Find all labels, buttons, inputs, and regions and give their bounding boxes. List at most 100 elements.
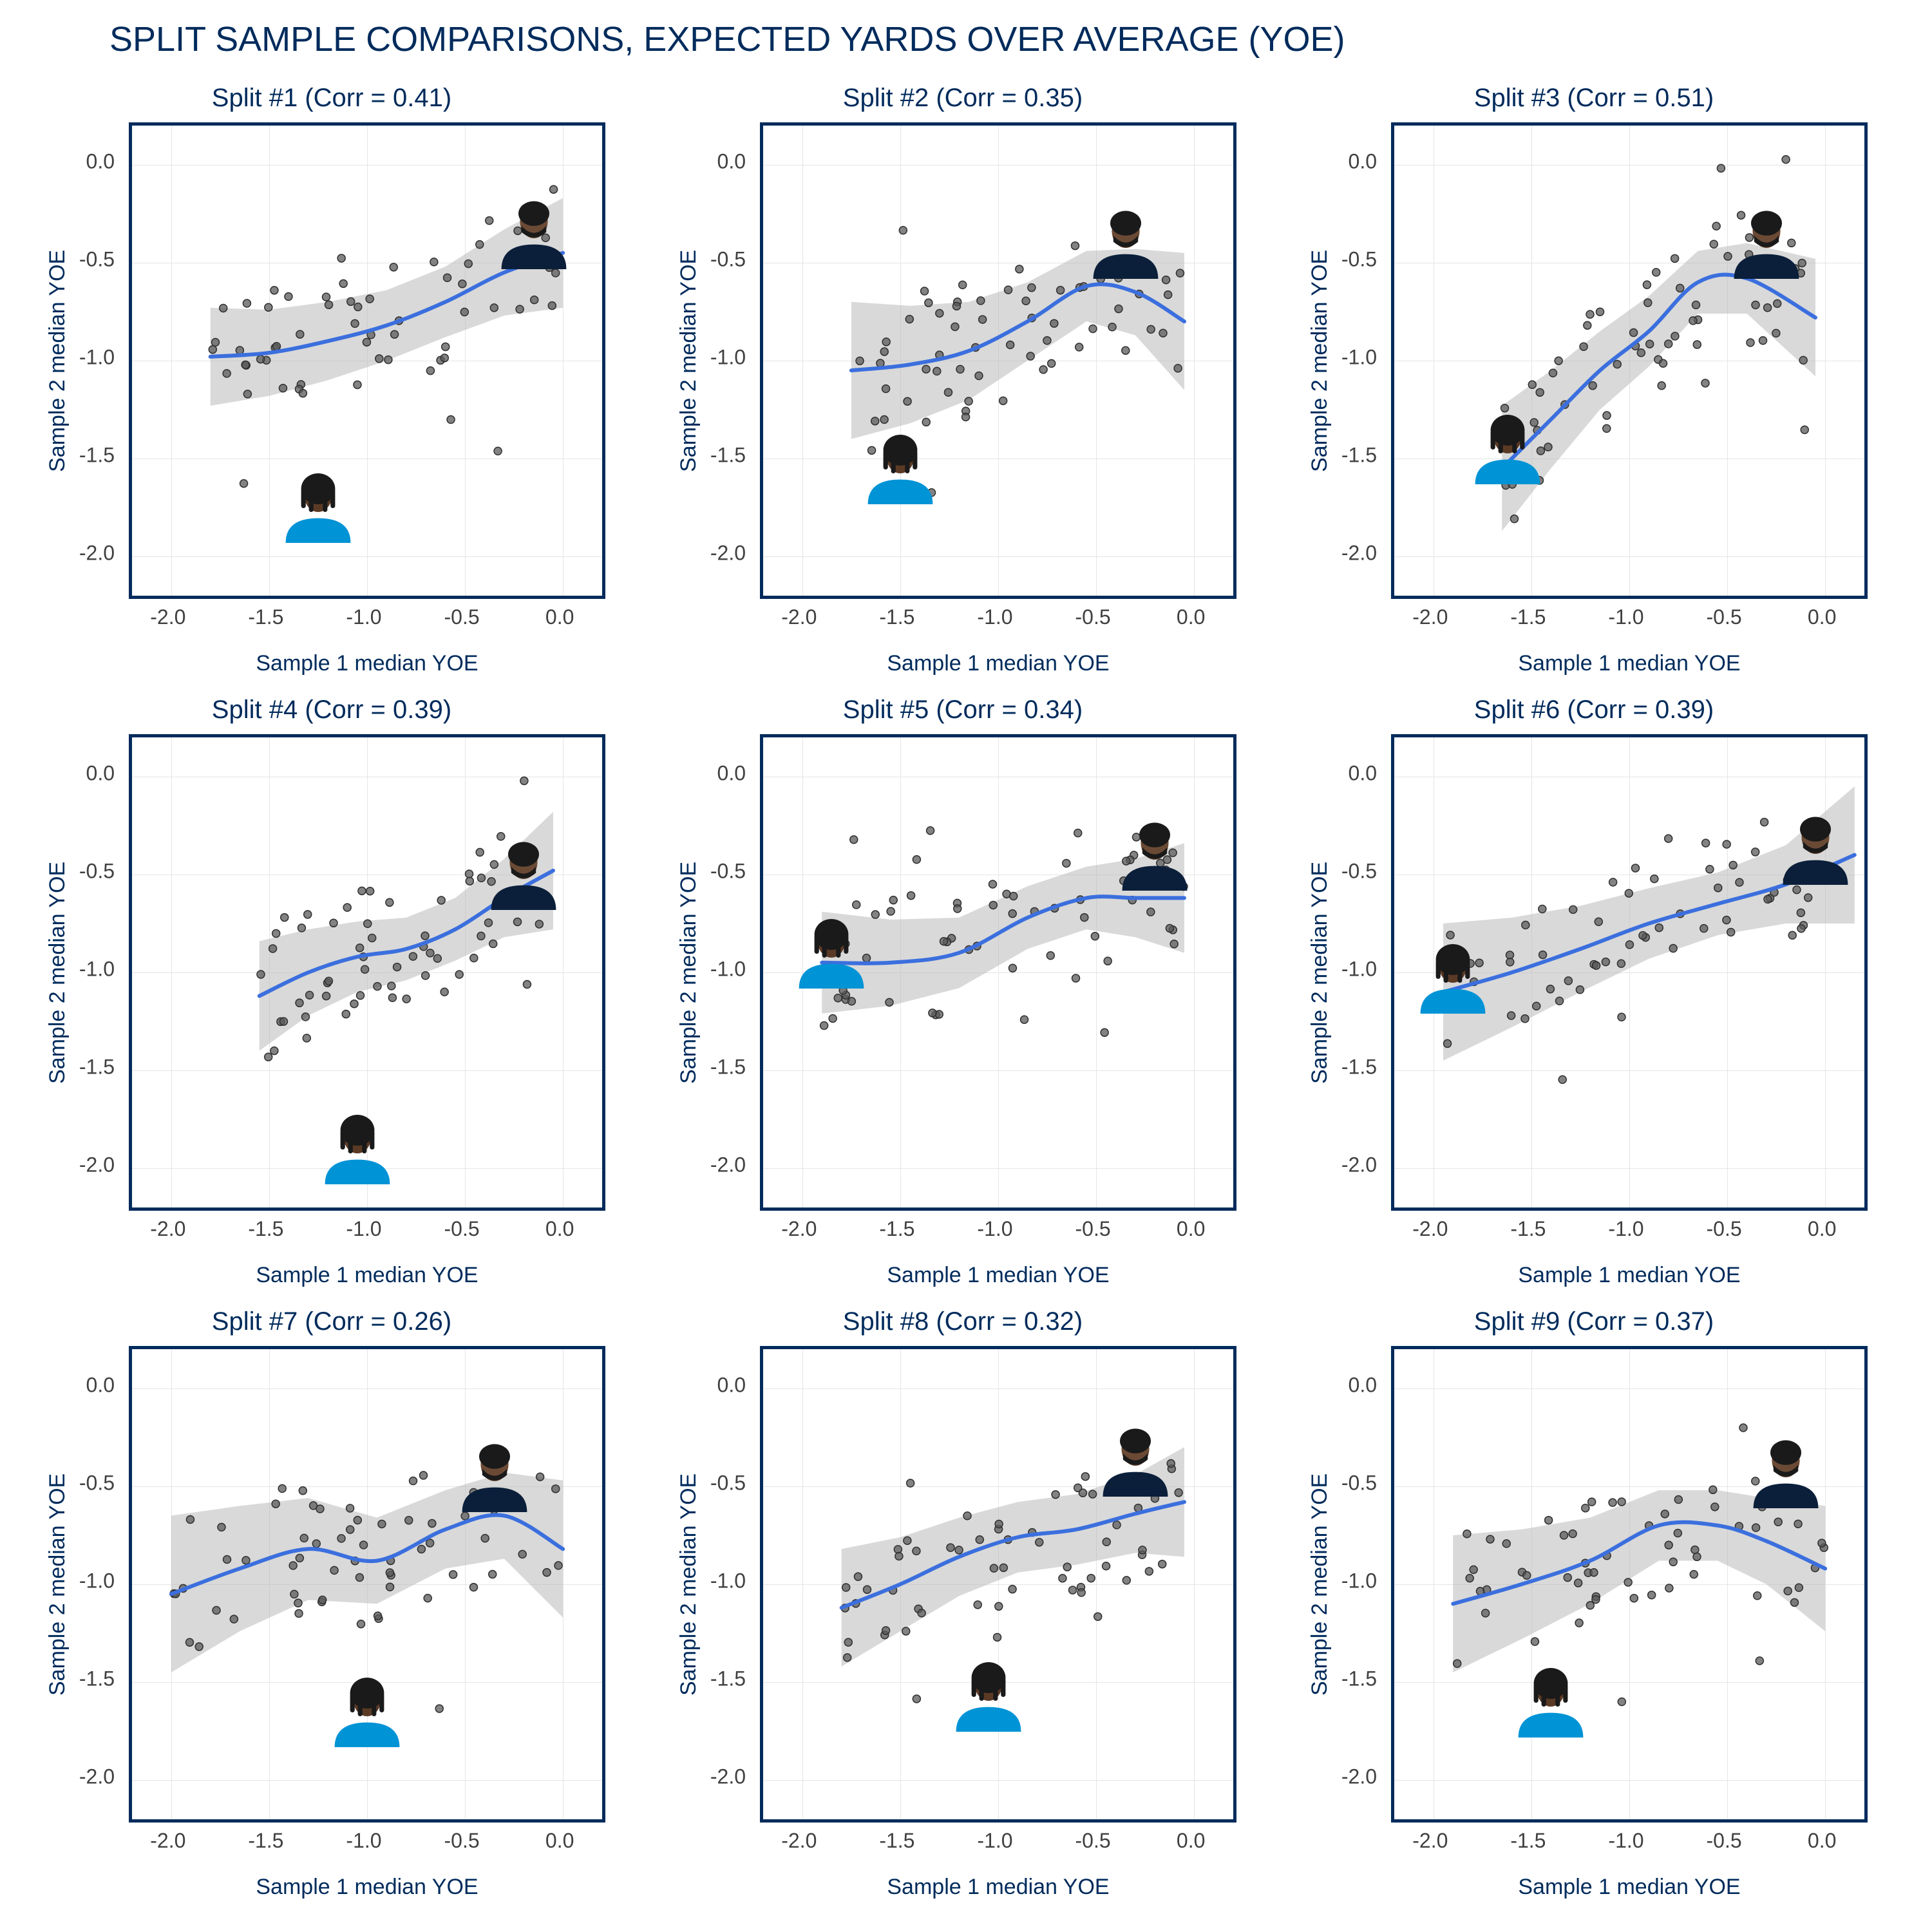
- scatter-point: [1665, 1541, 1672, 1549]
- scatter-point: [1739, 1424, 1747, 1432]
- scatter-point: [1709, 1486, 1717, 1493]
- x-tick-label: -1.0: [977, 1829, 1012, 1853]
- scatter-panel: Split #8 (Corr = 0.32) -2.0-1.5-1.0-0.50…: [663, 1307, 1262, 1900]
- scatter-point: [1104, 957, 1112, 965]
- scatter-point: [899, 227, 907, 234]
- scatter-point: [552, 1485, 560, 1493]
- scatter-point: [477, 932, 485, 940]
- x-axis-label: Sample 1 median YOE: [760, 1875, 1236, 1900]
- scatter-point: [954, 905, 961, 913]
- scatter-point: [844, 1638, 852, 1646]
- scatter-point: [1089, 1490, 1097, 1498]
- scatter-point: [1669, 1558, 1677, 1566]
- scatter-point: [548, 302, 556, 310]
- x-tick-label: -1.5: [1510, 605, 1546, 629]
- scatter-point: [1036, 1539, 1043, 1546]
- scatter-point: [1539, 905, 1546, 913]
- scatter-point: [351, 319, 359, 327]
- panel-title: Split #4 (Corr = 0.39): [32, 696, 631, 724]
- y-tick-label: -1.5: [710, 1056, 746, 1079]
- x-tick-label: 0.0: [1177, 1829, 1205, 1853]
- scatter-point: [364, 920, 372, 927]
- scatter-point: [1593, 961, 1600, 969]
- scatter-point: [296, 999, 303, 1007]
- scatter-point: [1539, 951, 1547, 959]
- scatter-point: [440, 988, 448, 996]
- scatter-point: [300, 1534, 308, 1542]
- scatter-point: [298, 924, 305, 932]
- scatter-point: [1764, 304, 1772, 312]
- scatter-panel: Split #2 (Corr = 0.35) -2.0-1.5-1.0-0.50…: [663, 84, 1262, 676]
- x-tick-label: -1.5: [248, 1829, 283, 1853]
- scatter-point: [350, 1000, 358, 1008]
- plot-area: [760, 734, 1236, 1211]
- scatter-point: [1113, 1521, 1121, 1529]
- scatter-point: [211, 338, 219, 346]
- scatter-point: [1470, 1566, 1477, 1573]
- scatter-point: [1624, 1578, 1632, 1586]
- scatter-point: [1466, 1575, 1473, 1582]
- scatter-point: [186, 1515, 194, 1523]
- scatter-point: [850, 836, 858, 844]
- scatter-point: [360, 1541, 368, 1549]
- scatter-point: [337, 254, 345, 262]
- scatter-point: [976, 1536, 983, 1544]
- scatter-point: [421, 932, 429, 940]
- scatter-point: [895, 1552, 903, 1560]
- scatter-point: [1665, 1584, 1673, 1592]
- scatter-point: [270, 1047, 278, 1055]
- scatter-point: [516, 305, 524, 313]
- scatter-point: [1582, 1504, 1589, 1512]
- player-avatar-high-icon: [1728, 202, 1805, 279]
- scatter-point: [1589, 382, 1596, 390]
- scatter-point: [933, 367, 941, 375]
- scatter-point: [1007, 341, 1014, 349]
- scatter-point: [1625, 941, 1633, 949]
- scatter-point: [470, 954, 478, 962]
- scatter-point: [1588, 1498, 1596, 1506]
- scatter-point: [999, 1564, 1007, 1571]
- x-tick-label: -2.0: [1412, 1217, 1448, 1241]
- x-tick-label: -0.5: [1707, 1217, 1742, 1241]
- x-tick-label: -2.0: [781, 605, 817, 629]
- panel-title: Split #6 (Corr = 0.39): [1294, 696, 1893, 724]
- scatter-point: [1081, 1473, 1089, 1481]
- x-axis-label: Sample 1 median YOE: [129, 651, 605, 676]
- scatter-point: [346, 1526, 354, 1533]
- x-tick-label: -1.5: [879, 1829, 914, 1853]
- scatter-point: [1511, 515, 1519, 523]
- scatter-point: [1101, 1028, 1108, 1036]
- plot-area: [1391, 1346, 1868, 1823]
- scatter-point: [1536, 388, 1544, 396]
- scatter-panel: Split #4 (Corr = 0.39) -2.0-1.5-1.0-0.50…: [32, 696, 631, 1288]
- scatter-point: [929, 1009, 936, 1017]
- scatter-point: [343, 904, 351, 911]
- panel-title: Split #3 (Corr = 0.51): [1294, 84, 1893, 113]
- y-tick-label: -1.0: [710, 958, 746, 981]
- scatter-point: [1569, 905, 1577, 913]
- scatter-point: [1661, 1510, 1669, 1518]
- panel-title: Split #7 (Corr = 0.26): [32, 1307, 631, 1336]
- scatter-point: [1072, 974, 1080, 982]
- scatter-point: [1759, 337, 1767, 345]
- y-tick-label: -2.0: [710, 542, 746, 565]
- x-tick-label: 0.0: [1808, 1829, 1836, 1853]
- scatter-point: [1752, 1524, 1760, 1531]
- scatter-point: [1039, 366, 1047, 374]
- player-avatar-high-icon: [485, 833, 562, 910]
- scatter-point: [990, 1564, 998, 1572]
- scatter-point: [977, 297, 985, 305]
- scatter-point: [1071, 242, 1079, 250]
- scatter-point: [1631, 864, 1639, 872]
- scatter-point: [330, 1566, 338, 1574]
- scatter-point: [1463, 1530, 1471, 1538]
- x-tick-label: -0.5: [1075, 605, 1111, 629]
- scatter-point: [1603, 424, 1611, 432]
- scatter-point: [518, 1550, 526, 1558]
- scatter-point: [306, 991, 314, 999]
- x-axis-label: Sample 1 median YOE: [760, 651, 1236, 676]
- scatter-point: [424, 1595, 431, 1602]
- scatter-point: [904, 1537, 911, 1544]
- scatter-point: [1723, 840, 1730, 848]
- scatter-point: [1646, 340, 1654, 348]
